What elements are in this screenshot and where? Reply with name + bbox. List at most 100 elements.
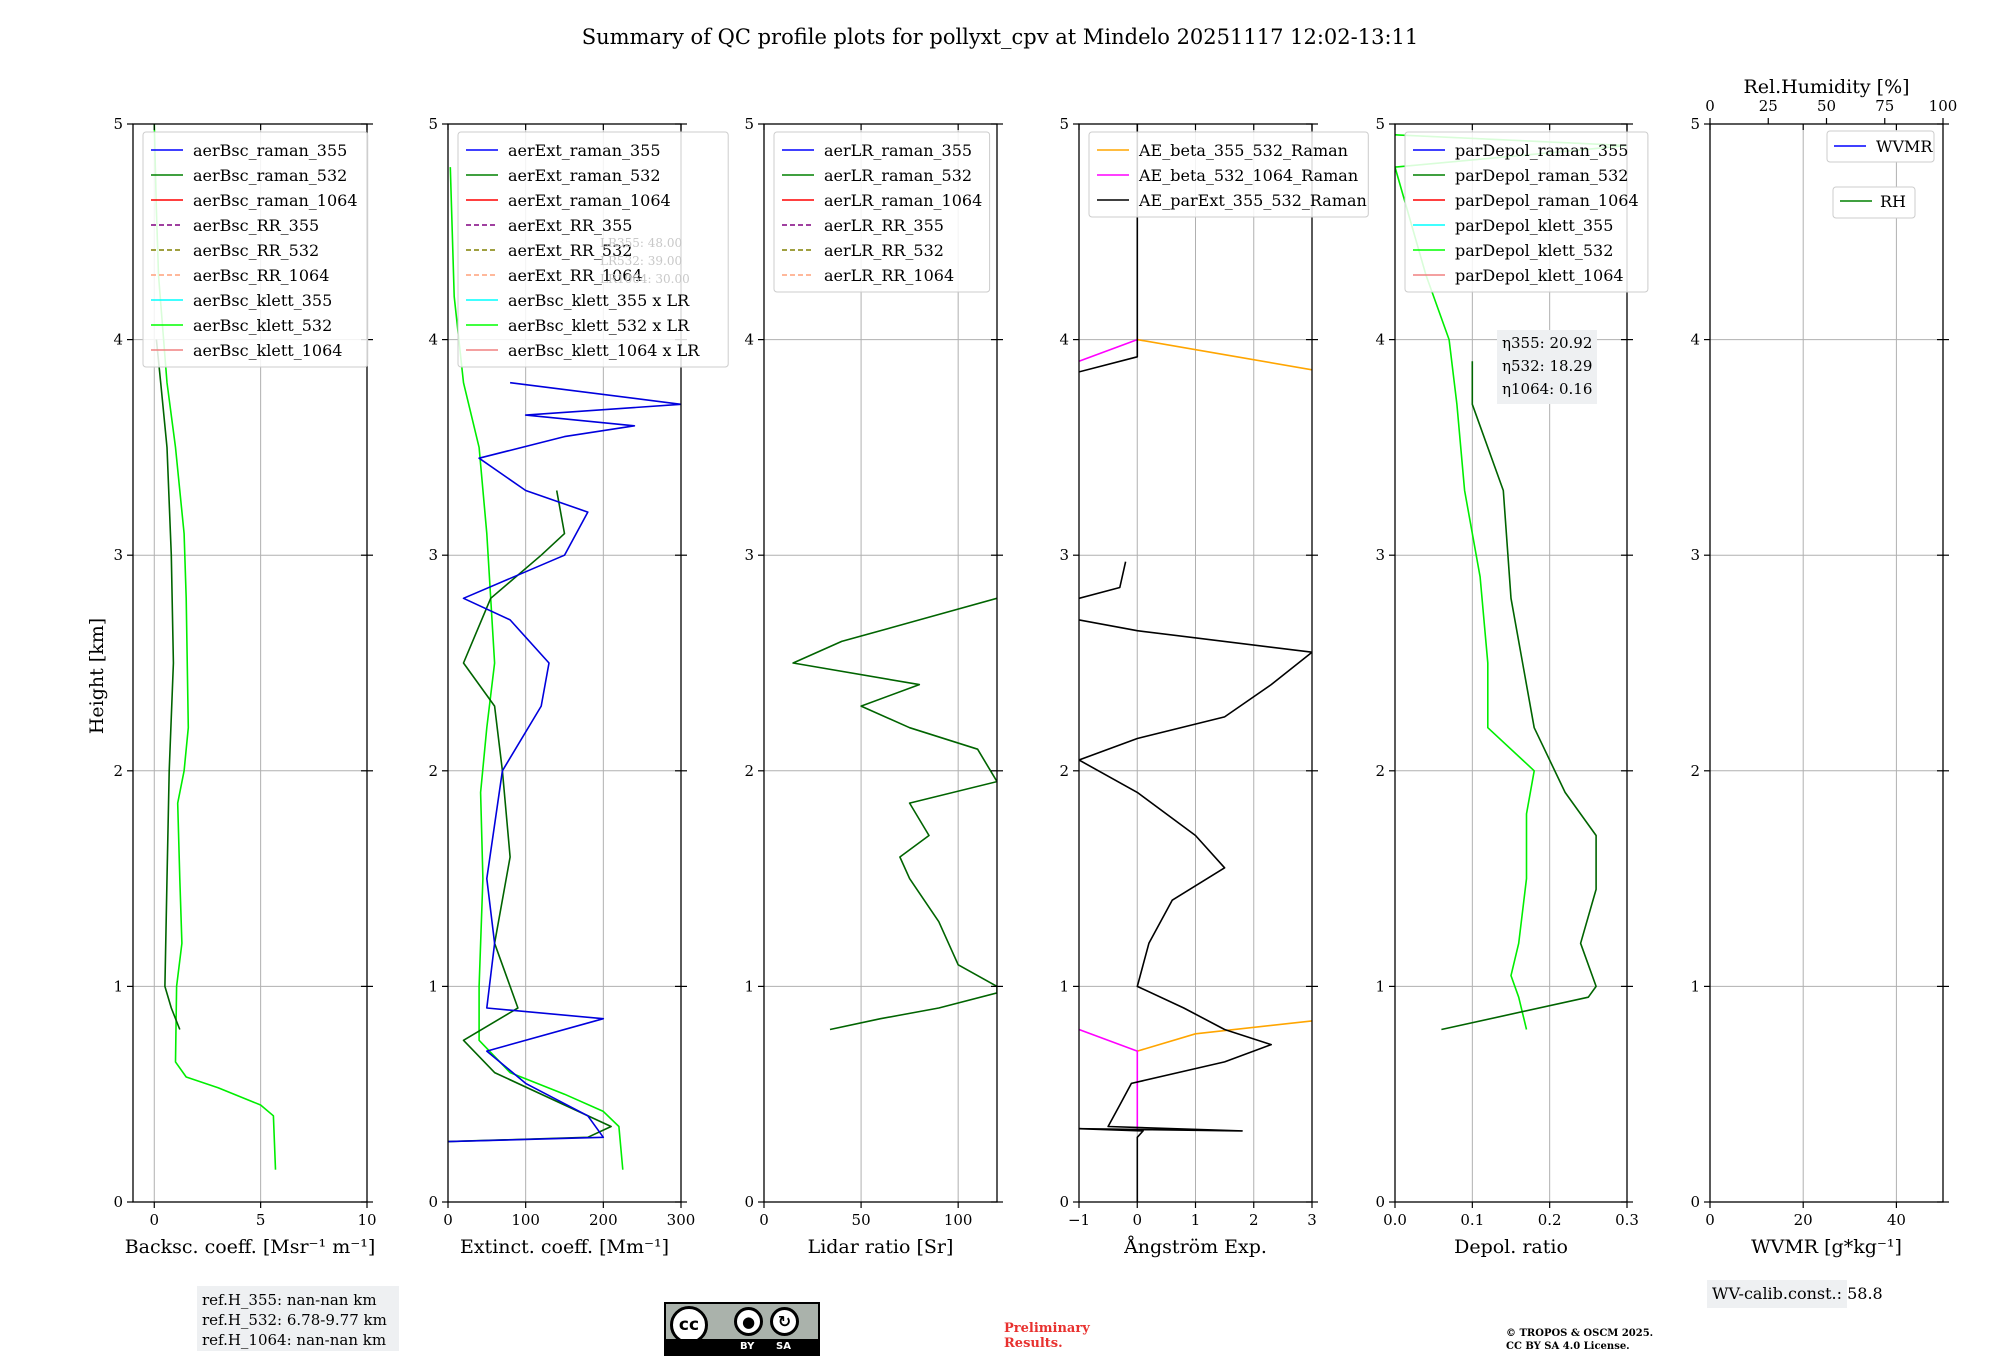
y-tick-label: 5 [1375,115,1385,133]
plot-frame [447,123,682,1203]
eta-box [1497,330,1597,404]
y-tick-label: 2 [744,762,754,780]
y-tick-label: 1 [744,977,754,995]
y-tick-label: 5 [1690,115,1700,133]
x-tick-label: 200 [589,1211,618,1229]
legend: WVMR RH [1826,130,1935,219]
legend-label: aerBsc_raman_355 [193,141,347,160]
y-tick-label: 0 [1690,1193,1700,1211]
legend-label: aerExt_RR_1064 [508,266,643,285]
x-axis-label: Depol. ratio [1454,1236,1568,1258]
x-tick-label: 2 [1249,1211,1259,1229]
legend-label: aerLR_RR_532 [824,241,944,260]
cc-icon: cc [670,1306,708,1344]
y-tick-label: 0 [1059,1193,1069,1211]
legend-label: aerBsc_raman_532 [193,166,347,185]
series-line-AE_beta_355_532_Raman [1137,1020,1312,1052]
top-x-axis-label: Rel.Humidity [%] [1743,76,1909,98]
legend-label: aerLR_raman_1064 [824,191,982,210]
plot-frame [1709,123,1944,1203]
eta-text: η532: 18.29 [1502,357,1592,375]
lidar-ratio-note: LR1064: 30.00 [600,272,690,286]
x-tick-label: 0.3 [1615,1211,1639,1229]
wv-calib-text: WV-calib.const.: 58.8 [1712,1284,1883,1303]
x-tick-label: −1 [1068,1211,1090,1229]
x-axis-label: Ångström Exp. [1123,1236,1267,1258]
legend-label: aerExt_raman_355 [508,141,661,160]
y-tick-label: 3 [428,546,438,564]
preliminary-note: Preliminary Results. [1004,1321,1124,1351]
eta-text: η355: 20.92 [1502,334,1592,352]
x-tick-label: 0 [1705,1211,1715,1229]
panel-2: 0 100 200 300 0 1 2 3 4 5 Extinct. coeff. [Mm⁻¹] ae… [428,115,729,1258]
chart-title: Summary of QC profile plots for pollyxt_… [582,25,1419,49]
y-tick-label: 3 [1059,546,1069,564]
legend-label: WVMR [1876,137,1933,156]
y-tick-label: 4 [113,331,123,349]
legend-box [1826,130,1935,163]
x-tick-label: 5 [256,1211,266,1229]
series-line-aerLR_raman_532 [792,597,997,1031]
y-tick-label: 1 [113,977,123,995]
plot-frame [763,123,998,1203]
legend-label: parDepol_klett_532 [1455,241,1613,260]
series-line-aerBsc_klett_532 x LR [449,167,624,1170]
legend-label: AE_parExt_355_532_Raman [1138,191,1367,210]
ref-height-text: ref.H_1064: nan-nan km [202,1331,386,1349]
y-axis-label: Height [km] [86,618,108,734]
legend-label: aerBsc_klett_1064 x LR [508,341,700,360]
x-tick-label: 20 [1794,1211,1813,1229]
x-axis-label: Extinct. coeff. [Mm⁻¹] [460,1236,669,1258]
panel-5: 0.0 0.1 0.2 0.3 0 1 2 3 4 5 Depol. ratio parDepol_r… [1375,115,1649,1258]
legend-label: parDepol_raman_1064 [1455,191,1639,210]
y-tick-label: 4 [428,331,438,349]
legend: aerBsc_raman_355 aerBsc_raman_532 aerBsc_r… [142,131,369,368]
y-tick-label: 3 [113,546,123,564]
series-line-AE_beta_532_1064_Raman [1079,338,1138,362]
y-tick-label: 5 [744,115,754,133]
series-line-AE_beta_355_532_Raman [1137,338,1312,371]
y-tick-label: 4 [744,331,754,349]
y-tick-label: 3 [1690,546,1700,564]
x-tick-label: 300 [667,1211,696,1229]
series-group [792,597,997,1031]
legend-label: aerBsc_RR_355 [193,216,319,235]
legend-box [773,131,991,293]
legend-label: aerLR_raman_355 [824,141,972,160]
x-tick-label: 50 [852,1211,871,1229]
by-person-icon: ● [734,1307,763,1336]
x-tick-label: 0 [759,1211,769,1229]
preliminary-line-2: Results. [1004,1336,1063,1351]
x-tick-label: 40 [1887,1211,1906,1229]
x-tick-label: 0 [1132,1211,1142,1229]
legend-label: aerBsc_raman_1064 [193,191,358,210]
wv-calib-box [1707,1280,1847,1308]
y-tick-label: 2 [428,762,438,780]
y-tick-label: 4 [1690,331,1700,349]
series-line-aerBsc_raman_532 [155,339,181,1030]
y-tick-label: 2 [1690,762,1700,780]
plot-frame [1394,123,1628,1203]
top-x-tick-label: 75 [1875,97,1894,115]
legend: AE_beta_355_532_Raman AE_beta_532_1064_Ra… [1088,131,1369,218]
series-line-aerExt_raman_532 [448,490,612,1143]
x-tick-label: 0 [149,1211,159,1229]
cc-sa-label: SA [776,1341,791,1352]
y-tick-label: 0 [1375,1193,1385,1211]
y-tick-label: 4 [1375,331,1385,349]
series-line-AE_parExt_355_532_Raman [1079,619,1312,1202]
series-group [448,167,681,1170]
x-tick-label: 10 [357,1211,376,1229]
y-tick-label: 2 [1375,762,1385,780]
series-line-AE_parExt_355_532_Raman [1079,561,1127,600]
x-tick-label: 1 [1191,1211,1201,1229]
y-tick-label: 1 [428,977,438,995]
legend-box [457,131,729,368]
cc-by-label: BY [740,1341,755,1352]
top-x-tick-label: 50 [1817,97,1836,115]
y-tick-label: 1 [1375,977,1385,995]
top-x-tick-label: 100 [1929,97,1958,115]
legend-label: aerExt_raman_1064 [508,191,671,210]
